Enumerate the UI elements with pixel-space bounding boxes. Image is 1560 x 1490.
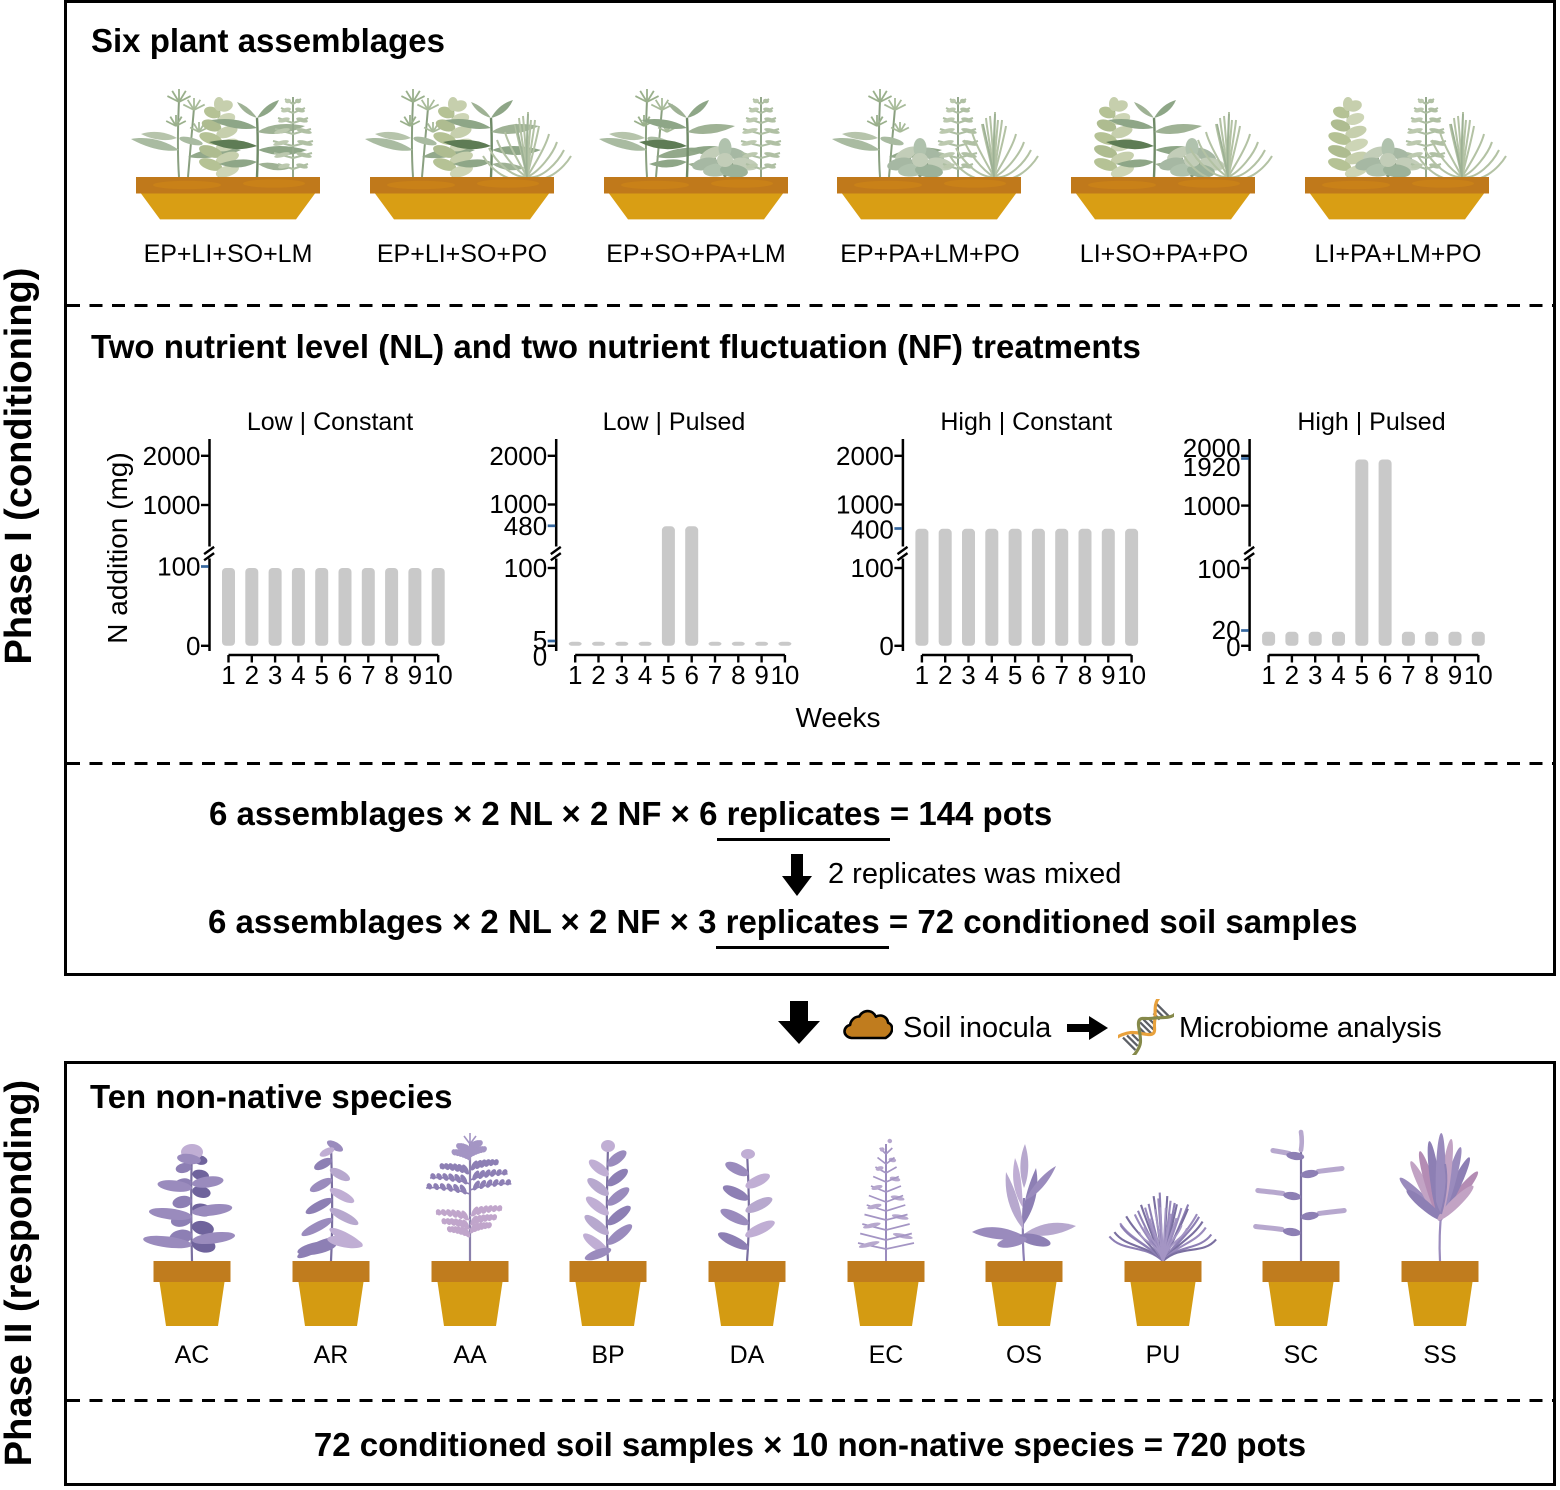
svg-text:Low | Constant: Low | Constant xyxy=(247,408,413,436)
svg-text:6: 6 xyxy=(684,660,698,690)
svg-text:10: 10 xyxy=(1117,660,1146,690)
svg-text:480: 480 xyxy=(504,511,547,541)
svg-text:4: 4 xyxy=(1331,660,1345,690)
svg-text:4: 4 xyxy=(985,660,999,690)
svg-text:8: 8 xyxy=(731,660,745,690)
svg-text:10: 10 xyxy=(770,660,799,690)
svg-text:9: 9 xyxy=(1448,660,1462,690)
svg-text:0: 0 xyxy=(533,642,547,672)
svg-text:6: 6 xyxy=(1378,660,1392,690)
svg-text:2: 2 xyxy=(938,660,952,690)
svg-text:20: 20 xyxy=(1212,615,1241,645)
svg-text:100: 100 xyxy=(157,552,200,582)
svg-text:0: 0 xyxy=(186,631,200,661)
svg-text:Low | Pulsed: Low | Pulsed xyxy=(603,408,746,436)
svg-text:3: 3 xyxy=(1308,660,1322,690)
svg-text:3: 3 xyxy=(961,660,975,690)
svg-text:10: 10 xyxy=(1464,660,1493,690)
svg-text:1000: 1000 xyxy=(1183,491,1241,521)
svg-text:2: 2 xyxy=(591,660,605,690)
svg-text:High | Pulsed: High | Pulsed xyxy=(1297,408,1445,436)
svg-text:8: 8 xyxy=(1078,660,1092,690)
svg-text:8: 8 xyxy=(384,660,398,690)
svg-text:10: 10 xyxy=(424,660,453,690)
svg-text:9: 9 xyxy=(754,660,768,690)
svg-text:1: 1 xyxy=(568,660,582,690)
svg-text:1: 1 xyxy=(221,660,235,690)
svg-text:1: 1 xyxy=(915,660,929,690)
svg-text:5: 5 xyxy=(314,660,328,690)
svg-text:9: 9 xyxy=(1101,660,1115,690)
svg-text:High | Constant: High | Constant xyxy=(940,408,1112,436)
svg-text:0: 0 xyxy=(879,631,893,661)
svg-text:5: 5 xyxy=(1355,660,1369,690)
svg-text:2000: 2000 xyxy=(1183,433,1241,463)
svg-text:7: 7 xyxy=(1054,660,1068,690)
svg-text:7: 7 xyxy=(361,660,375,690)
svg-text:N addition (mg): N addition (mg) xyxy=(102,452,133,643)
svg-text:5: 5 xyxy=(1008,660,1022,690)
svg-text:100: 100 xyxy=(504,553,547,583)
svg-text:1000: 1000 xyxy=(836,490,894,520)
svg-text:100: 100 xyxy=(851,553,894,583)
svg-text:400: 400 xyxy=(851,515,894,545)
svg-text:1000: 1000 xyxy=(489,489,547,519)
svg-text:1000: 1000 xyxy=(143,490,201,520)
svg-text:4: 4 xyxy=(291,660,305,690)
svg-text:4: 4 xyxy=(638,660,652,690)
svg-text:7: 7 xyxy=(708,660,722,690)
svg-text:9: 9 xyxy=(408,660,422,690)
svg-text:Weeks: Weeks xyxy=(795,702,880,733)
svg-text:2: 2 xyxy=(245,660,259,690)
svg-text:3: 3 xyxy=(615,660,629,690)
svg-text:0: 0 xyxy=(1226,632,1240,662)
svg-text:5: 5 xyxy=(533,625,547,655)
svg-text:7: 7 xyxy=(1401,660,1415,690)
svg-text:100: 100 xyxy=(1197,554,1240,584)
svg-text:2: 2 xyxy=(1285,660,1299,690)
svg-text:2000: 2000 xyxy=(143,441,201,471)
svg-text:5: 5 xyxy=(661,660,675,690)
svg-text:8: 8 xyxy=(1424,660,1438,690)
svg-text:2000: 2000 xyxy=(489,441,547,471)
svg-text:1920: 1920 xyxy=(1183,452,1241,482)
svg-text:3: 3 xyxy=(268,660,282,690)
svg-text:2000: 2000 xyxy=(836,441,894,471)
svg-text:6: 6 xyxy=(338,660,352,690)
svg-text:1: 1 xyxy=(1261,660,1275,690)
svg-text:6: 6 xyxy=(1031,660,1045,690)
